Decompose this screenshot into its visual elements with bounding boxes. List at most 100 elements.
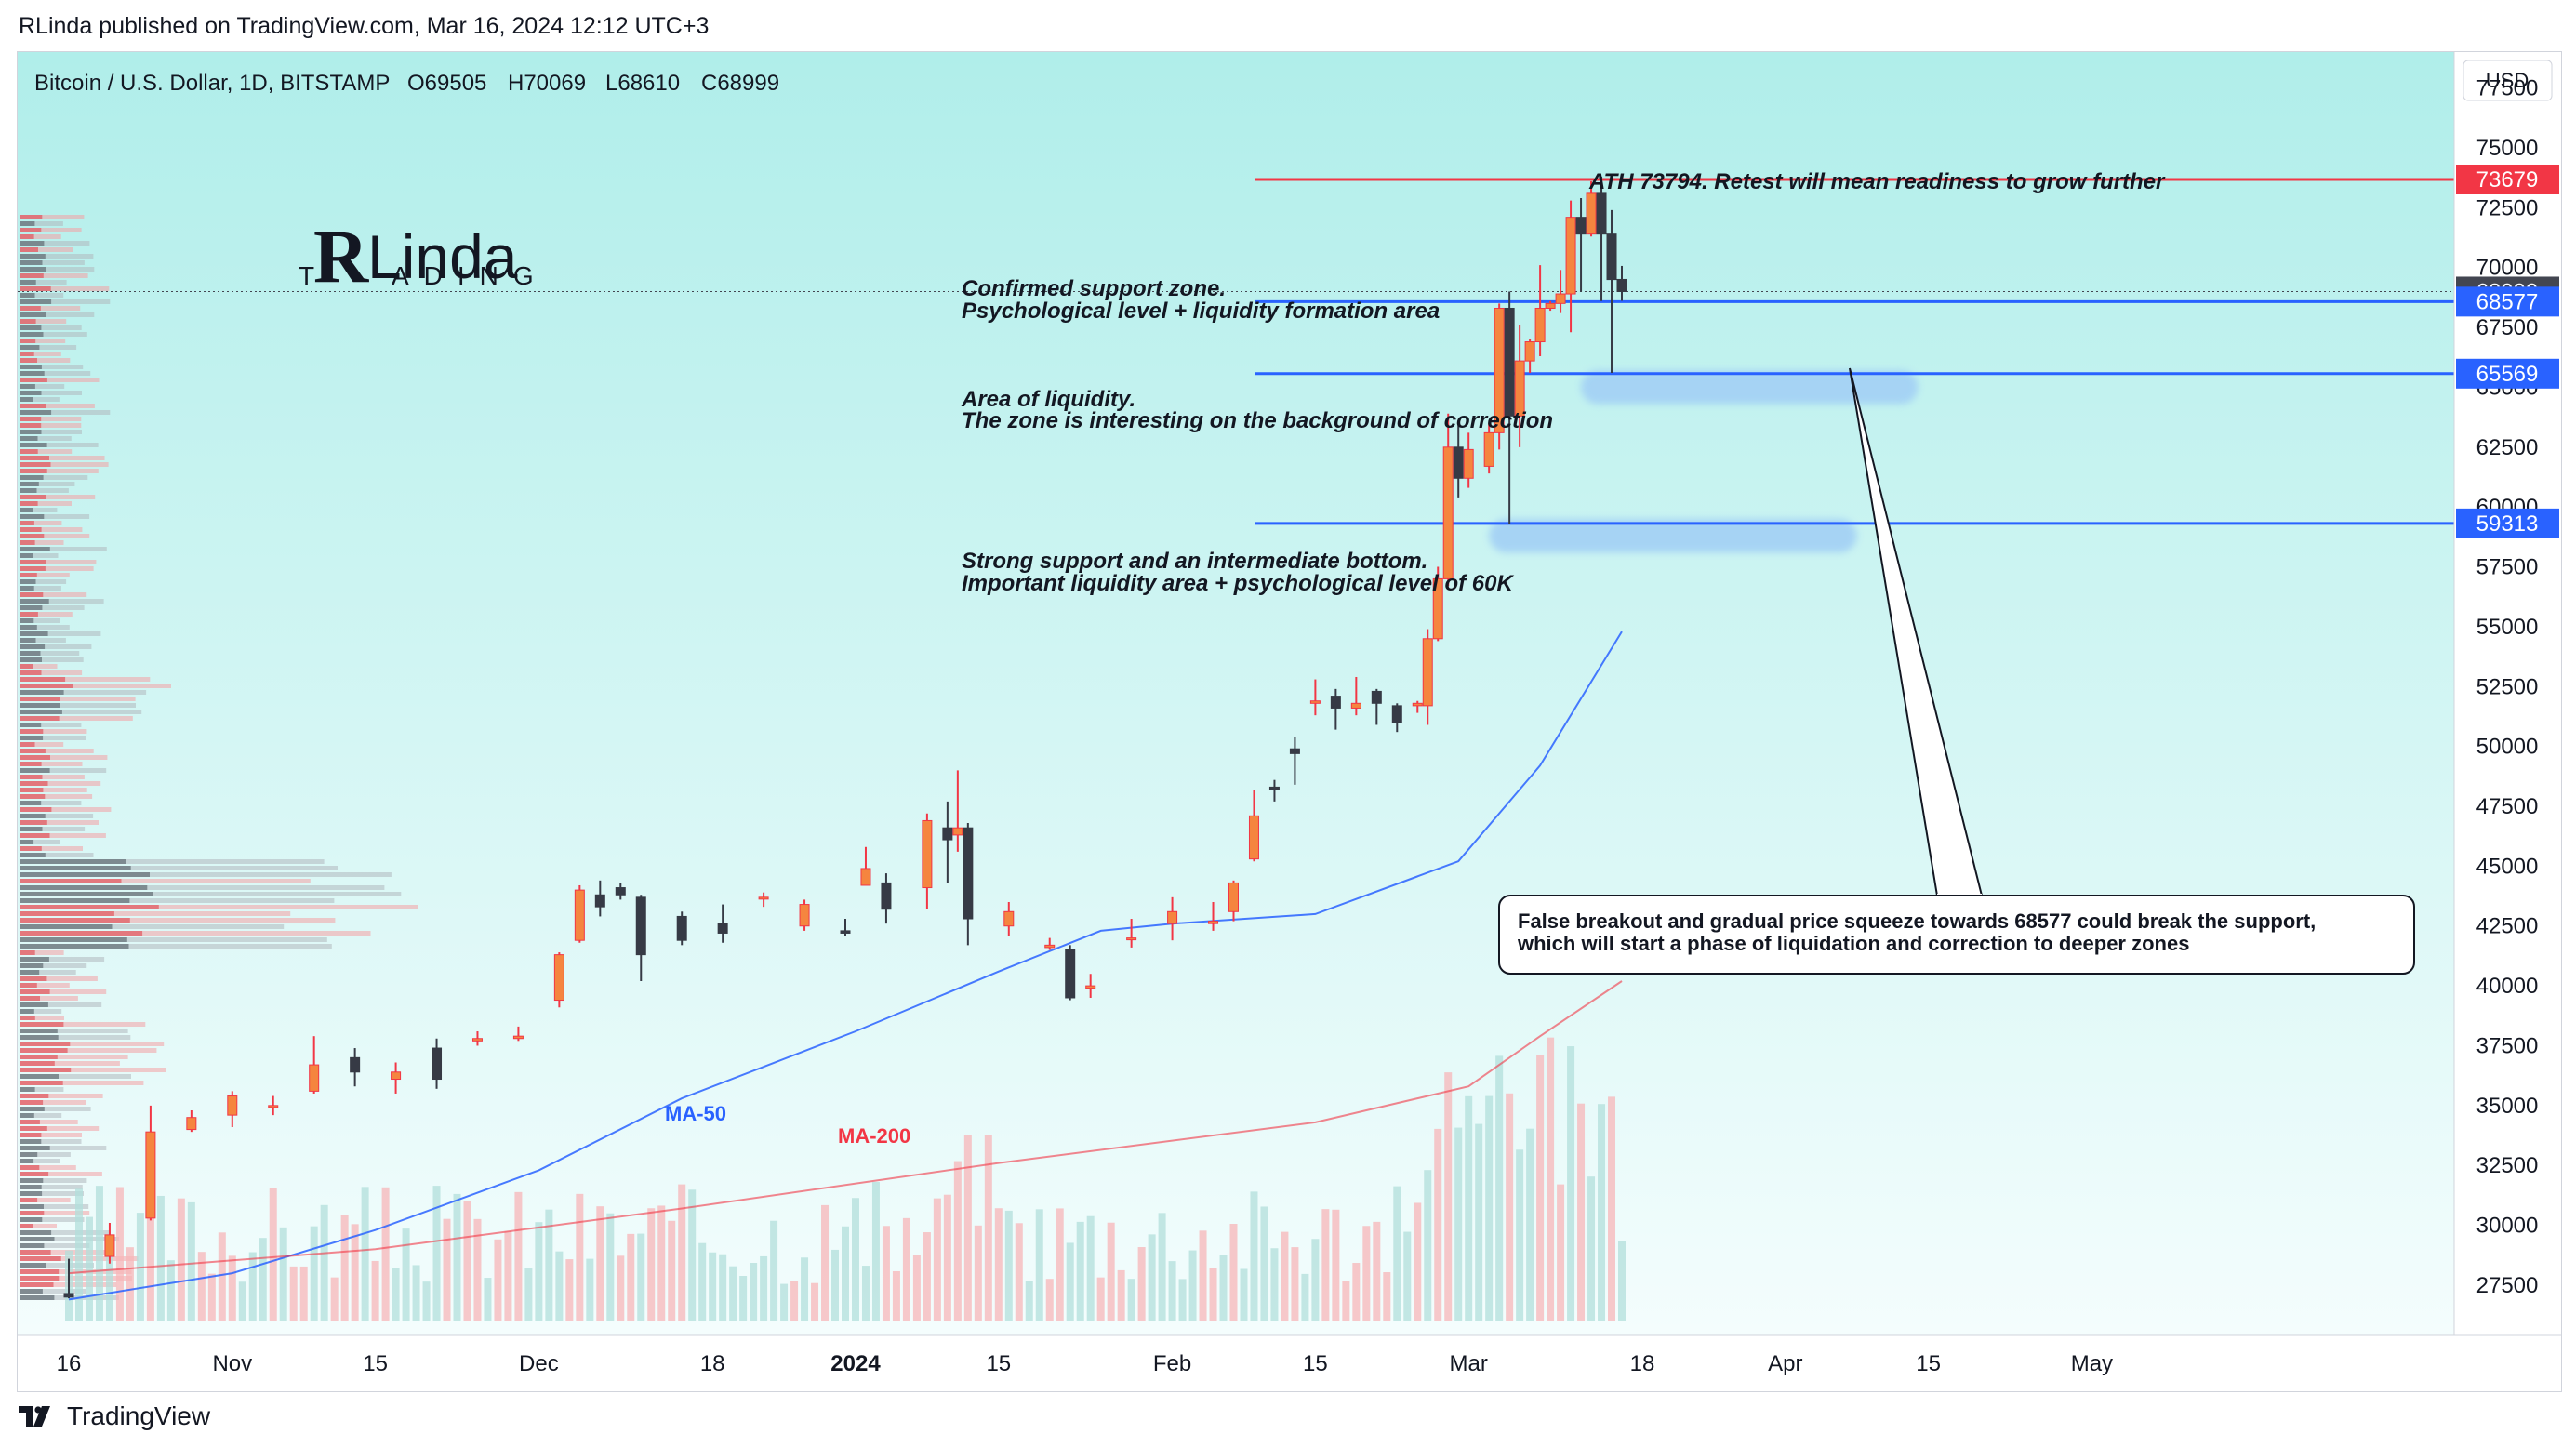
candle-body-2023-10-28 [186,1117,197,1131]
volume-profile-bar [20,898,335,903]
time-axis-ticks: 16 Nov 15 Dec 18 2024 15 Feb 15 Mar 18 Apr 15 May [57,1351,2113,1376]
volume-bar [402,1228,410,1321]
price-tick-40000: 40000 [2476,974,2539,999]
volume-profile-bar [20,1159,60,1163]
volume-profile-bar-core [20,905,159,909]
volume-bar [248,1252,257,1321]
volume-profile-bar-core [20,612,38,617]
time-axis[interactable] [18,1335,2561,1391]
volume-bar [1025,1281,1033,1321]
volume-profile-bar [20,1250,109,1255]
price-axis[interactable] [2454,52,2561,1335]
volume-bar [1383,1272,1391,1321]
volume-profile-bar [20,866,338,870]
volume-profile-bar [20,436,72,441]
volume-profile-bar [20,1009,62,1014]
volume-profile-bar-core [20,339,36,343]
volume-profile-bar-core [20,1055,58,1059]
volume-profile-bar [20,299,111,304]
volume-profile-bar-core [20,1022,64,1027]
volume-profile-bar [20,931,371,936]
candle-body-2024-03-16 [1616,278,1627,292]
volume-bar [1188,1250,1197,1321]
volume-profile-bar [20,775,85,779]
volume-bar [1342,1281,1350,1321]
volume-profile-bar [20,684,171,688]
volume-profile-bar [20,397,60,402]
price-tick-55000: 55000 [2476,615,2539,640]
candle-body-2023-10-24 [145,1131,156,1219]
volume-profile-bar-core [20,534,45,538]
volume-profile-bar [20,527,83,532]
volume-profile-bar [20,371,91,376]
candle-body-2023-11-13 [350,1056,361,1073]
volume-profile-bar [20,358,71,363]
volume-profile-bar [20,924,285,929]
volume-profile-bar-core [20,260,43,265]
volume-bar [1332,1209,1340,1321]
candle-body-2024-03-15 [1606,233,1617,281]
volume-profile-bar-core [20,280,36,285]
volume-profile-bar [20,1055,128,1059]
volume-profile-bar-core [20,1224,33,1228]
volume-bar [627,1233,635,1321]
volume-profile-bar [20,879,311,883]
volume-bar [923,1232,931,1321]
currency-button[interactable]: USD [2463,60,2553,101]
volume-profile-bar-core [20,228,42,232]
volume-bar [1250,1191,1258,1321]
volume-bar [1434,1128,1442,1321]
candle-body-2023-11-21 [432,1047,443,1081]
volume-bar [750,1263,758,1321]
volume-bar [617,1255,625,1321]
legend-low: L68610 [605,71,680,96]
liquidity-zones [1489,370,1919,553]
price-tick-72500: 72500 [2476,195,2539,220]
volume-bar [1373,1221,1381,1321]
volume-profile-bar-core [20,488,37,493]
volume-profile-bar [20,312,95,317]
price-chart[interactable]: ATH 73794. Retest will mean readiness to… [18,52,2561,1391]
volume-profile-bar-core [20,970,40,975]
volume-profile-bar-core [20,749,46,753]
volume-bar [1148,1234,1156,1321]
volume-profile-bar-core [20,1126,47,1131]
volume-profile-bar [20,325,82,330]
volume-profile-bar [20,1230,111,1235]
volume-bar [524,1268,533,1321]
candle-body-2024-03-04 [1494,307,1505,433]
volume-bar [340,1215,349,1321]
callout-text-line1: False breakout and gradual price squeeze… [1518,909,2316,933]
volume-bar [719,1254,727,1321]
price-tick-57500: 57500 [2476,555,2539,580]
volume-profile-bar-core [20,794,46,799]
volume-profile-bar-core [20,599,49,604]
ma50-line [68,631,1623,1301]
chart-frame[interactable]: ATH 73794. Retest will mean readiness to… [17,51,2562,1392]
volume-profile-bar [20,234,61,239]
currency-button-frame[interactable] [2463,60,2553,101]
volume-profile-bar-core [20,443,47,447]
volume-profile-bar-core [20,866,131,870]
price-tick-35000: 35000 [2476,1094,2539,1119]
ma200-label: MA-200 [838,1124,910,1148]
volume-profile-bar-core [20,1146,50,1150]
volume-profile-bar [20,391,82,395]
price-tick-67500: 67500 [2476,315,2539,340]
volume-profile-bar [20,462,109,467]
volume-profile-bar-core [20,1165,40,1170]
volume-profile-bar-core [20,1029,58,1033]
volume-bar [871,1182,880,1321]
price-label-bg-59313 [2456,508,2559,538]
volume-profile-bar-core [20,241,45,246]
volume-profile-bar-core [20,573,37,577]
candle-body-2024-01-08 [922,819,933,889]
volume-profile-bar [20,1016,64,1020]
volume-profile-bar-core [20,736,44,740]
volume-bar [1608,1096,1616,1321]
volume-profile-bar-core [20,833,50,838]
volume-profile-bar-core [20,1002,48,1007]
volume-profile-bar [20,957,105,962]
volume-bar [1465,1095,1473,1321]
volume-profile-bar-core [20,989,50,994]
